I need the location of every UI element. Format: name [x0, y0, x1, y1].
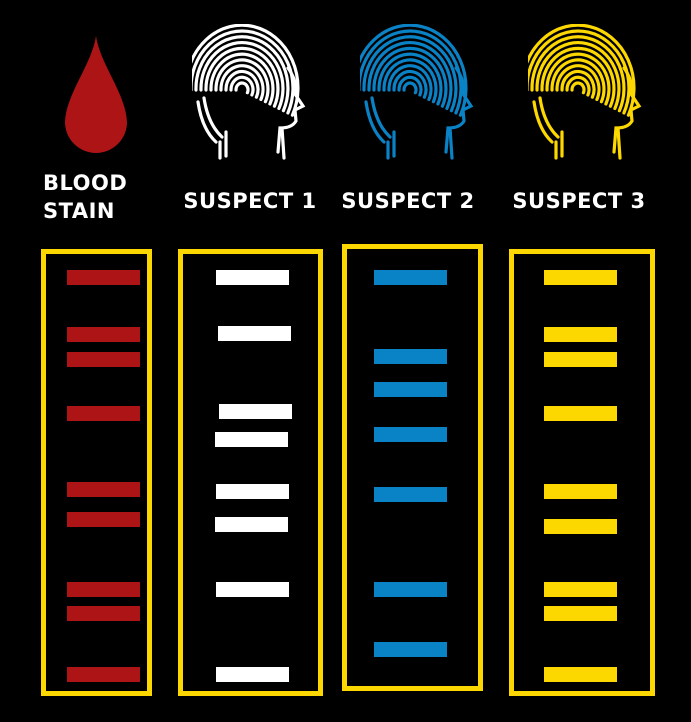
fingerprint-ridge	[392, 69, 428, 99]
suspect-3-label: SUSPECT 3	[512, 189, 646, 213]
dna-band	[374, 582, 447, 597]
dna-band	[218, 326, 291, 341]
blood-stain-label: BLOOD STAIN	[43, 169, 127, 225]
fingerprint-ridge	[196, 100, 218, 144]
fingerprint-ridge	[372, 46, 448, 108]
fingerprint-head-icon	[528, 24, 642, 160]
suspect-1-label: SUSPECT 1	[183, 189, 317, 213]
fingerprint-ridge	[192, 24, 300, 117]
fingerprint-ridge	[528, 29, 631, 115]
dna-band	[216, 667, 289, 682]
fingerprint-ridge	[545, 52, 611, 106]
blood-stain-label-line2: STAIN	[43, 199, 115, 223]
fingerprint-ridge	[362, 35, 458, 113]
fingerprint-ridge	[565, 75, 591, 97]
blood-stain-label-line1: BLOOD	[43, 171, 128, 195]
fingerprint-ridge	[538, 96, 560, 139]
fingerprint-ridge	[616, 126, 622, 160]
dna-band	[544, 352, 617, 367]
fingerprint-ridge	[528, 24, 636, 117]
fingerprint-ridge	[540, 46, 616, 108]
fingerprint-ridge	[202, 96, 224, 139]
dna-band	[544, 519, 617, 534]
fingerprint-ridge	[402, 81, 418, 95]
fingerprint-ridge	[612, 66, 642, 154]
dna-band	[544, 406, 617, 421]
dna-band	[67, 270, 140, 285]
lane-suspect-3	[509, 249, 655, 696]
fingerprint-ridge	[234, 81, 250, 95]
suspect-2-label: SUSPECT 2	[341, 189, 475, 213]
dna-band	[67, 667, 140, 682]
dna-band	[215, 432, 288, 447]
fingerprint-head-icon	[360, 24, 474, 160]
dna-band	[67, 327, 140, 342]
fingerprint-ridge	[555, 64, 601, 102]
dna-band	[374, 270, 447, 285]
dna-band	[544, 667, 617, 682]
dna-band	[374, 349, 447, 364]
fingerprint-ridge	[370, 96, 392, 139]
dna-band	[67, 352, 140, 367]
dna-band	[215, 517, 288, 532]
fingerprint-ridge	[532, 100, 554, 144]
dna-band	[216, 582, 289, 597]
fingerprint-ridge	[382, 58, 438, 104]
fingerprint-ridge	[219, 64, 265, 102]
fingerprint-ridge	[530, 35, 626, 113]
dna-band	[67, 406, 140, 421]
fingerprint-ridge	[535, 40, 621, 111]
fingerprint-ridge	[276, 66, 306, 154]
dna-band	[544, 270, 617, 285]
dna-band	[219, 404, 292, 419]
dna-band	[67, 606, 140, 621]
dna-band	[67, 512, 140, 527]
dna-band	[67, 582, 140, 597]
dna-band	[216, 484, 289, 499]
fingerprint-ridge	[364, 100, 386, 144]
fingerprint-ridge	[377, 52, 443, 106]
fingerprint-ridge	[229, 75, 255, 97]
fingerprint-ridge	[397, 75, 423, 97]
dna-band	[544, 582, 617, 597]
lane-suspect-2	[342, 244, 483, 691]
dna-band	[374, 382, 447, 397]
fingerprint-ridge	[224, 69, 260, 99]
dna-band	[544, 327, 617, 342]
dna-band	[544, 484, 617, 499]
fingerprint-ridge	[360, 24, 468, 117]
dna-band	[67, 482, 140, 497]
fingerprint-ridge	[550, 58, 606, 104]
lane-suspect-1	[178, 249, 323, 696]
fingerprint-ridge	[367, 40, 453, 111]
fingerprint-ridge	[194, 35, 290, 113]
dna-band	[544, 606, 617, 621]
blood-drop-icon	[65, 36, 127, 153]
dna-band	[374, 642, 447, 657]
fingerprint-ridge	[204, 46, 280, 108]
fingerprint-ridge	[199, 40, 285, 111]
fingerprint-ridge	[570, 81, 586, 95]
fingerprint-ridge	[214, 58, 270, 104]
lane-blood-stain	[41, 249, 152, 696]
fingerprint-head-icon	[192, 24, 306, 160]
fingerprint-ridge	[209, 52, 275, 106]
fingerprint-ridge	[448, 126, 454, 160]
dna-band	[216, 270, 289, 285]
fingerprint-ridge	[444, 66, 474, 154]
fingerprint-ridge	[387, 64, 433, 102]
fingerprint-ridge	[192, 29, 295, 115]
fingerprint-ridge	[360, 29, 463, 115]
dna-band	[374, 487, 447, 502]
fingerprint-ridge	[560, 69, 596, 99]
fingerprint-ridge	[280, 126, 286, 160]
dna-band	[374, 427, 447, 442]
